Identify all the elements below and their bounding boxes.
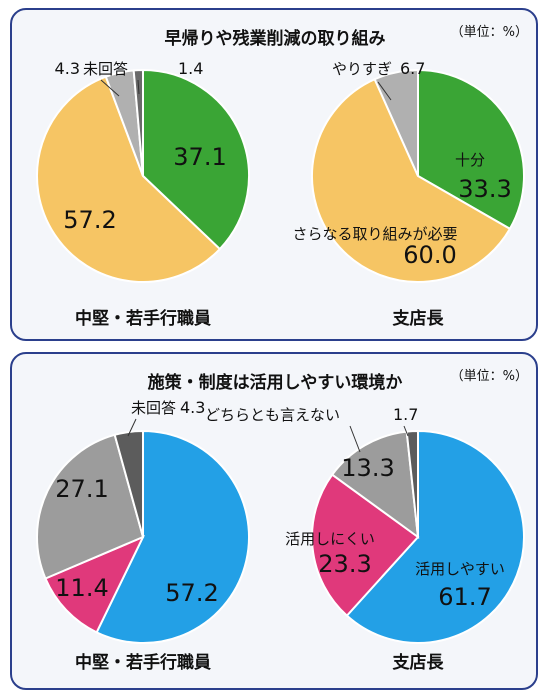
slice-category-label: 未回答 <box>83 60 128 78</box>
data-label: 57.2 <box>63 206 116 234</box>
leader-line <box>377 81 392 101</box>
leader-line <box>100 79 120 97</box>
pie-group-label: 支店長 <box>393 652 445 673</box>
pie-slice <box>311 77 512 283</box>
data-label: 60.0 <box>403 241 456 269</box>
pie-slice <box>95 429 250 644</box>
chart-title: 早帰りや残業削減の取り組み <box>165 28 386 49</box>
leader-line <box>137 79 140 95</box>
pie-slice <box>36 75 222 283</box>
leader-line <box>403 425 409 437</box>
leader-line <box>127 418 137 437</box>
data-label: 11.4 <box>55 574 108 602</box>
data-label: 37.1 <box>173 143 226 171</box>
pie-slice <box>36 433 145 580</box>
pie-slice <box>311 473 420 618</box>
slice-category-label: 未回答 <box>131 399 176 417</box>
pie-slice <box>373 68 419 177</box>
slice-category-label: さらなる取り組みが必要 <box>292 225 457 243</box>
data-label: 13.3 <box>341 454 394 482</box>
slice-category-label: 十分 <box>455 151 485 169</box>
pie-slice <box>417 68 525 231</box>
pie-group-label: 中堅・若手行職員 <box>75 308 211 329</box>
slice-category-label: 活用しにくい <box>285 530 375 548</box>
slice-category-label: 活用しやすい <box>415 560 505 578</box>
chart-title: 施策・制度は活用しやすい環境か <box>148 372 403 393</box>
pie-slice <box>330 430 420 540</box>
data-label: 23.3 <box>318 550 371 578</box>
data-label: 4.3 <box>180 398 205 417</box>
data-label: 1.4 <box>178 59 203 78</box>
pie-group-label: 中堅・若手行職員 <box>75 652 211 673</box>
slice-category-label: やりすぎ <box>332 60 392 78</box>
data-label: 1.7 <box>393 405 418 424</box>
pie-slice <box>132 68 144 177</box>
unit-label: （単位：%） <box>451 24 528 40</box>
slice-category-label: どちらとも言えない <box>205 406 340 424</box>
leader-line <box>349 425 361 453</box>
data-label: 6.7 <box>400 59 425 78</box>
data-label: 57.2 <box>165 579 218 607</box>
pie-slice <box>142 68 250 251</box>
unit-label: （単位：%） <box>451 368 528 384</box>
data-label: 4.3 <box>55 59 80 78</box>
pie-slice <box>44 535 146 634</box>
data-label: 61.7 <box>438 583 491 611</box>
pie-slice <box>345 429 525 644</box>
data-label: 27.1 <box>55 475 108 503</box>
pie-slice <box>113 429 144 538</box>
pie-group-label: 支店長 <box>393 308 445 329</box>
data-label: 33.3 <box>458 175 511 203</box>
